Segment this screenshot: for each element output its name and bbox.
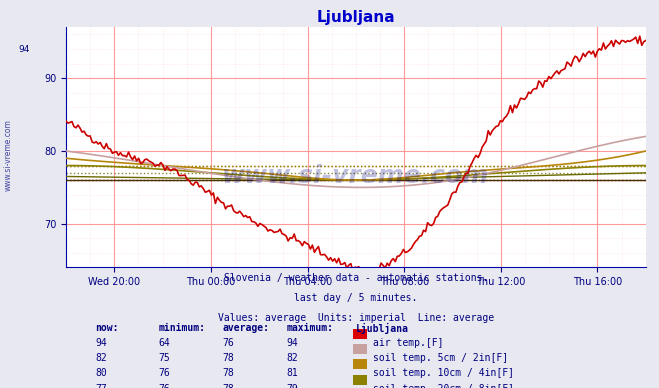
Text: 82: 82 [95, 353, 107, 363]
Text: Slovenia / weather data - automatic stations.: Slovenia / weather data - automatic stat… [223, 273, 488, 283]
Text: 94: 94 [95, 338, 107, 348]
Text: 75: 75 [159, 353, 171, 363]
Text: 78: 78 [223, 368, 234, 378]
Text: 78: 78 [223, 353, 234, 363]
Text: 76: 76 [159, 383, 171, 388]
Text: soil temp. 5cm / 2in[F]: soil temp. 5cm / 2in[F] [373, 353, 508, 363]
Text: 77: 77 [95, 383, 107, 388]
Text: 82: 82 [286, 353, 298, 363]
Text: 94: 94 [286, 338, 298, 348]
Text: maximum:: maximum: [286, 324, 333, 333]
Text: now:: now: [95, 324, 119, 333]
Text: 64: 64 [159, 338, 171, 348]
Text: 79: 79 [286, 383, 298, 388]
Text: 94: 94 [18, 45, 30, 54]
Text: 81: 81 [286, 368, 298, 378]
Text: last day / 5 minutes.: last day / 5 minutes. [294, 293, 418, 303]
Text: www.si-vreme.com: www.si-vreme.com [4, 119, 13, 191]
Text: Ljubljana: Ljubljana [356, 324, 409, 334]
FancyBboxPatch shape [353, 375, 368, 385]
Text: minimum:: minimum: [159, 324, 206, 333]
Text: 76: 76 [159, 368, 171, 378]
Title: Ljubljana: Ljubljana [316, 10, 395, 24]
Text: Values: average  Units: imperial  Line: average: Values: average Units: imperial Line: av… [217, 312, 494, 322]
Text: air temp.[F]: air temp.[F] [373, 338, 444, 348]
Text: 78: 78 [223, 383, 234, 388]
FancyBboxPatch shape [353, 329, 368, 339]
FancyBboxPatch shape [353, 344, 368, 354]
Text: soil temp. 20cm / 8in[F]: soil temp. 20cm / 8in[F] [373, 383, 514, 388]
Text: average:: average: [223, 324, 270, 333]
Text: soil temp. 10cm / 4in[F]: soil temp. 10cm / 4in[F] [373, 368, 514, 378]
Text: 80: 80 [95, 368, 107, 378]
Text: www.si-vreme.com: www.si-vreme.com [222, 164, 490, 188]
FancyBboxPatch shape [353, 360, 368, 369]
Text: 76: 76 [223, 338, 234, 348]
